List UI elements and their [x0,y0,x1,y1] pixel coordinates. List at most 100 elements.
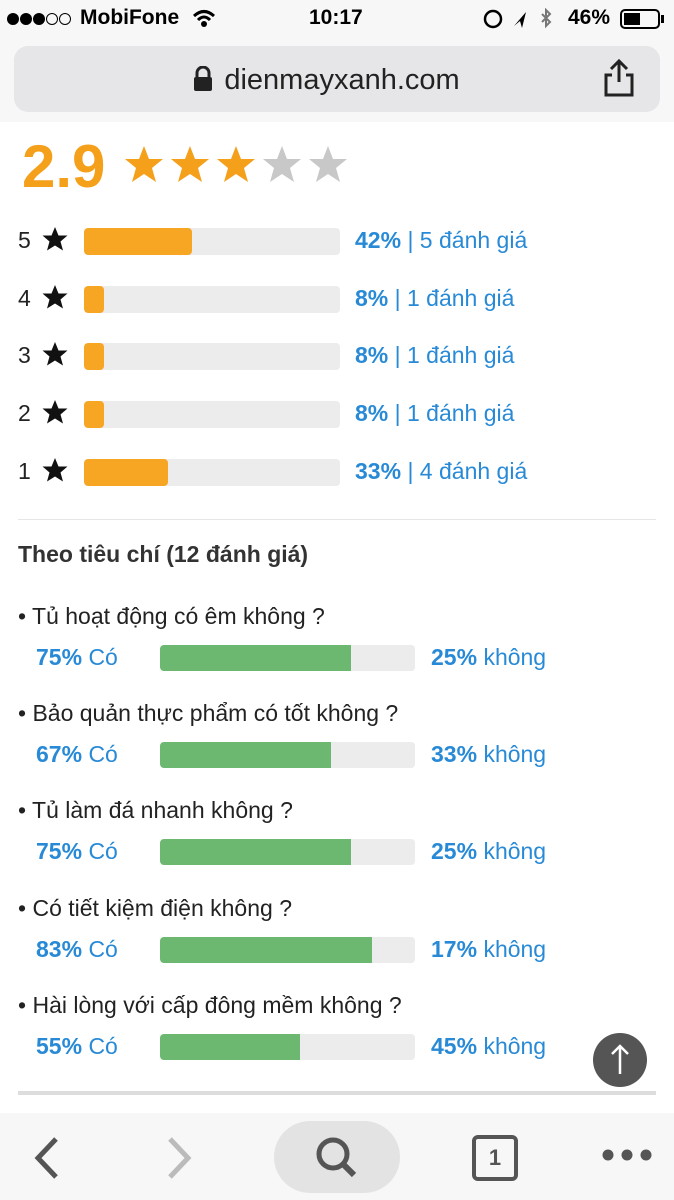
no-text: 25% không [431,838,546,865]
bar-fill [84,401,105,429]
yes-bar [160,645,352,671]
rating-score: 2.9 [22,133,106,200]
no-bar [351,645,415,671]
no-text: 45% không [431,1033,546,1060]
yes-percent: 75% [36,644,83,670]
question: Có tiết kiệm điện không ? [18,895,292,922]
star-icon [42,226,68,257]
yes-word: Có [88,935,118,962]
bar-fill [84,343,105,371]
tabs-button[interactable]: 1 [472,1135,518,1181]
no-percent: 25% [431,644,478,670]
star-label: 4 [18,284,31,311]
review-count: | 1 đánh giá [394,284,515,311]
yes-text: 83% Có [36,936,118,963]
yes-percent: 75% [36,838,83,865]
bar-track [160,645,415,671]
criteria-title: Theo tiêu chí (12 đánh giá) [18,541,309,567]
question: Bảo quản thực phẩm có tốt không ? [18,700,398,727]
yes-word: Có [88,838,118,865]
question: Tủ hoạt động có êm không ? [18,603,325,630]
review-count: | 1 đánh giá [394,342,515,369]
yes-bar [160,936,372,963]
bar-track [160,936,415,963]
bar-track [160,742,415,769]
yes-word: Có [88,741,118,768]
question: Tủ làm đá nhanh không ? [18,797,293,824]
address-bar[interactable]: dienmayxanh.com [14,46,660,112]
share-button[interactable] [602,58,636,98]
yes-text: 75% Có [36,644,118,671]
no-word: không [483,644,547,670]
wifi-icon [192,10,216,27]
percent-label: 42% [355,227,402,253]
star-icon [42,284,68,315]
no-percent: 25% [431,838,478,865]
no-bar [371,936,415,963]
no-bar [300,1033,415,1060]
battery-level: 46% [568,6,611,29]
rating-text: 33% | 4 đánh giá [355,458,527,485]
no-word: không [483,935,547,962]
star-label: 5 [18,227,31,253]
more-button[interactable] [600,1147,654,1163]
bar-track [84,285,340,313]
star-label: 1 [18,457,31,484]
percent-label: 8% [355,342,389,369]
bar-fill [84,228,192,255]
percent-label: 8% [355,284,389,311]
review-count: | 1 đánh giá [394,400,515,427]
no-bar [330,742,415,769]
lock-icon [194,66,212,91]
rating-text: 8% | 1 đánh giá [355,285,514,312]
star-label: 3 [18,342,31,369]
yes-text: 67% Có [36,741,118,768]
no-text: 33% không [431,741,546,768]
rating-text: 8% | 1 đánh giá [355,342,514,369]
star-label: 2 [18,400,31,427]
star-icon [42,399,68,430]
no-word: không [483,1032,547,1059]
percent-label: 8% [355,400,389,427]
star-icon [42,341,68,372]
no-percent: 17% [431,935,478,962]
url: dienmayxanh.com [224,64,460,96]
time: 10:17 [309,6,363,29]
yes-percent: 83% [36,935,83,962]
bar-fill [84,285,105,313]
browser-toolbar: 1 [0,1113,674,1200]
no-word: không [483,838,547,865]
rating-text: 42% | 5 đánh giá [355,227,527,254]
bar-track [160,839,415,866]
carrier: MobiFone [80,6,180,29]
yes-text: 55% Có [36,1033,118,1060]
scroll-top-button[interactable] [592,1032,648,1088]
yes-word: Có [88,644,118,670]
rating-stars [125,146,347,182]
yes-percent: 67% [36,741,83,768]
bar-track [84,401,340,429]
battery-icon [620,9,664,29]
back-button[interactable] [30,1135,64,1181]
yes-word: Có [88,1032,118,1059]
no-text: 25% không [431,644,546,671]
no-word: không [483,741,547,768]
bar-track [84,343,340,371]
review-count: | 5 đánh giá [407,227,528,253]
yes-bar [160,742,331,769]
yes-percent: 55% [36,1032,83,1059]
forward-button[interactable] [162,1135,196,1181]
no-bar [351,839,415,866]
yes-bar [160,839,352,866]
yes-text: 75% Có [36,838,118,865]
percent-label: 33% [355,457,402,484]
divider [18,519,656,520]
signal-icon [7,13,71,25]
bar-track [84,458,340,486]
divider [18,1091,656,1095]
bar-track [84,228,340,255]
no-text: 17% không [431,936,546,963]
search-button[interactable] [274,1121,400,1193]
bar-fill [84,458,169,486]
